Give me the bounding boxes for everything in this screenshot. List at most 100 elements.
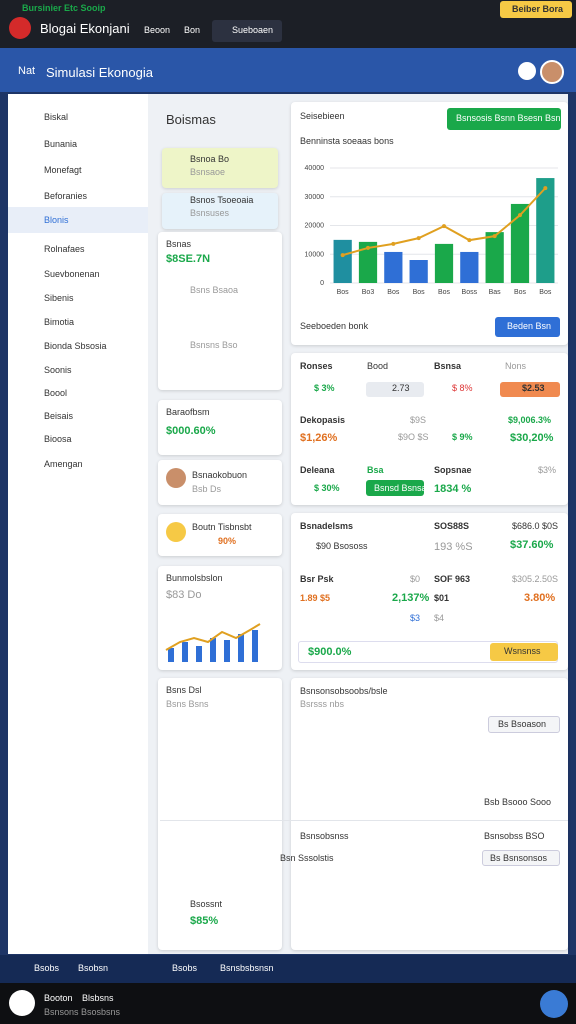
label: 3.80%: [524, 592, 556, 604]
label: Bsr Psk: [300, 574, 334, 584]
label: $85%: [190, 915, 219, 927]
x-tick-label: Bos: [413, 289, 426, 296]
bar: [434, 243, 454, 283]
label: Bsnoa Bo: [190, 154, 230, 164]
header-short: Nat: [18, 65, 36, 77]
badge-label[interactable]: Bsnsosis Bsnn Bsesn Bsn: [456, 113, 561, 123]
sidebar-item[interactable]: Bunania: [44, 139, 78, 149]
label: $0: [410, 574, 421, 584]
label: Bsa: [367, 465, 384, 475]
sidebar-item[interactable]: Bioosa: [44, 434, 72, 444]
card[interactable]: [162, 148, 278, 188]
label: Deleana: [300, 465, 335, 475]
label: Benninsta soeaas bons: [300, 136, 394, 146]
card: [158, 232, 282, 390]
line-point: [391, 241, 396, 246]
label: $000.60%: [166, 425, 216, 437]
label: 2.73: [392, 383, 410, 393]
label: $ 3%: [314, 383, 335, 393]
bar: [485, 232, 504, 283]
label: 1.89 $5: [300, 593, 331, 603]
bar: [536, 178, 555, 283]
label: Bsb Ds: [192, 484, 222, 494]
label: Bsnas: [166, 239, 192, 249]
x-tick-label: Bos: [438, 289, 451, 296]
header-title: Simulasi Ekonogia: [46, 65, 153, 80]
label: $83 Do: [166, 589, 202, 601]
sidebar-active[interactable]: [8, 207, 148, 233]
sidebar-item[interactable]: Sibenis: [44, 293, 74, 303]
nav-item[interactable]: Sueboaen: [232, 25, 274, 35]
sidebar-item[interactable]: Beisais: [44, 411, 74, 421]
nav-item[interactable]: Beoon: [144, 25, 171, 35]
button-label[interactable]: Wsnsnss: [504, 646, 541, 656]
bottom-bar: [0, 955, 576, 983]
button-label[interactable]: Bsnsd Bsnsa: [374, 483, 427, 493]
bar: [510, 203, 530, 283]
sidebar-item[interactable]: Bionda Sbsosia: [44, 341, 107, 351]
action-button[interactable]: [500, 1, 572, 18]
nav-active[interactable]: [212, 20, 282, 42]
label: Bsnsobsnss: [300, 831, 349, 841]
logo[interactable]: [9, 990, 35, 1016]
select[interactable]: [482, 850, 560, 866]
button[interactable]: [490, 643, 558, 661]
section-title: Boismas: [166, 112, 216, 127]
top-bar: [0, 0, 576, 48]
x-tick-label: Boss: [462, 289, 478, 296]
chip: [500, 382, 560, 397]
select-label[interactable]: Bs Bsoason: [498, 719, 547, 729]
card: [158, 400, 282, 455]
avatar[interactable]: [540, 60, 564, 84]
label: Bsb Bsooo Sooo: [484, 797, 552, 807]
sidebar-item[interactable]: Boool: [44, 388, 68, 398]
bar: [409, 260, 428, 283]
line-point: [543, 186, 548, 191]
card[interactable]: [162, 193, 278, 229]
sidebar: [8, 94, 148, 954]
sidebar-item[interactable]: Blonis: [44, 215, 69, 225]
label: $3: [410, 613, 421, 623]
select-label[interactable]: Bs Bsnsonsos: [490, 853, 548, 863]
label: 1834 %: [434, 483, 472, 495]
bar: [333, 239, 352, 283]
label: Bsnsns Bso: [190, 340, 238, 350]
sidebar-item[interactable]: Soonis: [44, 365, 72, 375]
label: Bsnsa: [434, 361, 462, 371]
avatar: [166, 522, 186, 542]
label: $01: [434, 593, 450, 603]
label: Seeboeden bonk: [300, 321, 369, 331]
nav-item[interactable]: Bon: [184, 25, 201, 35]
button-label[interactable]: Beden Bsn: [507, 321, 552, 331]
x-tick-label: Bos: [514, 289, 527, 296]
logo[interactable]: [9, 17, 31, 39]
card: [158, 678, 282, 950]
label: Sopsnae: [434, 465, 472, 475]
sidebar-item[interactable]: Suevbonenan: [44, 269, 100, 279]
button[interactable]: [366, 480, 424, 496]
avatar[interactable]: [540, 990, 568, 1018]
label: Blsbsns: [82, 993, 114, 1003]
mini-chart: [165, 623, 261, 662]
sidebar-item[interactable]: Biskal: [44, 112, 69, 122]
label: SOF 963: [434, 574, 471, 584]
action-label[interactable]: Beiber Bora: [512, 4, 564, 14]
sidebar-item[interactable]: Beforanies: [44, 191, 88, 201]
x-tick-label: Bas: [489, 289, 502, 296]
notif[interactable]: [518, 62, 536, 80]
select[interactable]: [488, 716, 560, 733]
label: Bsnos Tsoeoaia: [190, 195, 254, 205]
line-point: [467, 238, 472, 243]
card: [158, 566, 282, 670]
button[interactable]: [495, 317, 560, 337]
label: $9,006.3%: [508, 415, 552, 425]
badge[interactable]: [447, 108, 561, 130]
sidebar-item[interactable]: Amengan: [44, 459, 83, 469]
label: Bunmolsbslon: [166, 573, 223, 583]
select[interactable]: [366, 382, 424, 397]
x-tick-label: Bos: [387, 289, 400, 296]
sidebar-item[interactable]: Rolnafaes: [44, 244, 85, 254]
sidebar-item[interactable]: Bimotia: [44, 317, 75, 327]
sidebar-item[interactable]: Monefagt: [44, 165, 82, 175]
label: Bsnsobss BSO: [484, 831, 545, 841]
